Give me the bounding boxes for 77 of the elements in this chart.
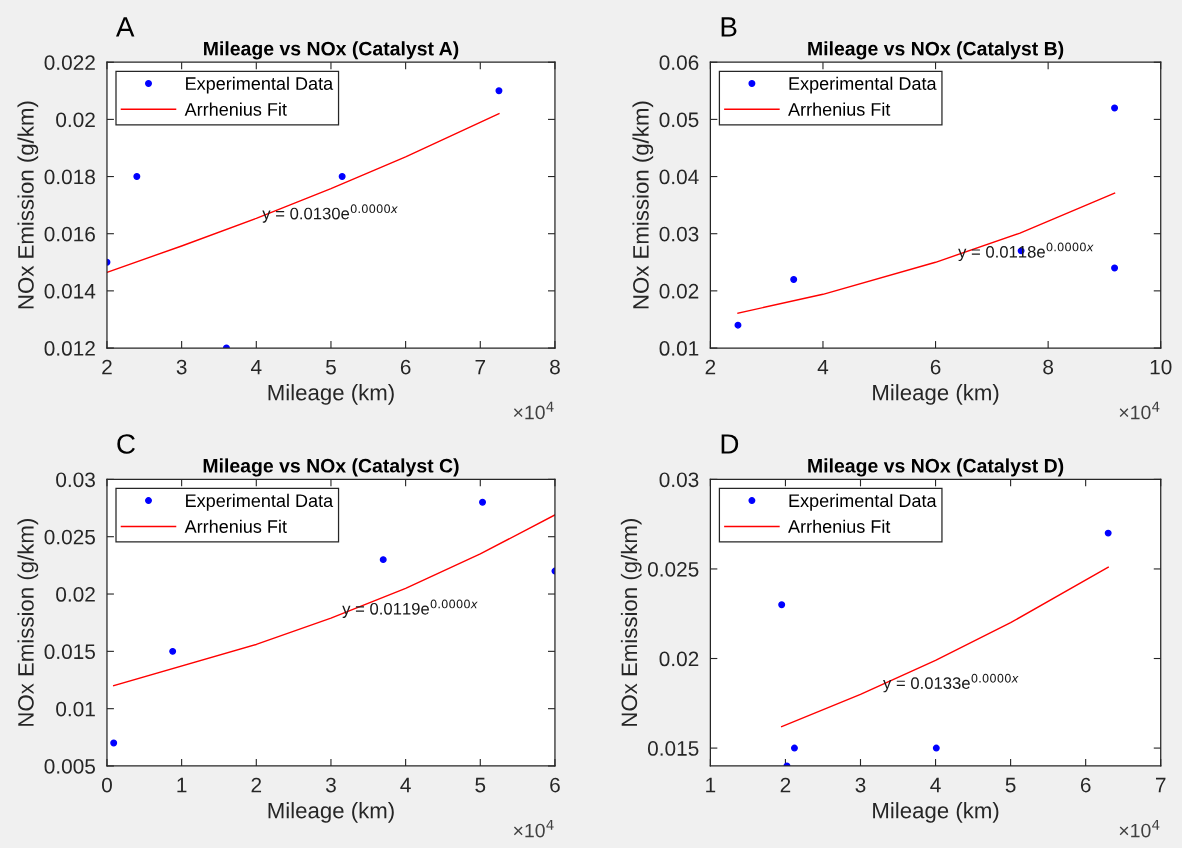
- y-axis-title: NOx Emission (g/km): [632, 101, 654, 309]
- y-tick-label: 0.025: [44, 529, 95, 545]
- y-tick-label: 0.04: [659, 169, 699, 185]
- x-tick-label: 3: [325, 777, 336, 793]
- y-tick-label: 0.02: [659, 651, 699, 667]
- y-tick-label: 0.012: [44, 341, 95, 356]
- x-tick-label: 6: [1080, 777, 1091, 793]
- x-tick-label: 3: [855, 777, 866, 793]
- y-tick-label: 0.02: [56, 587, 95, 602]
- x-tick-label: 4: [930, 777, 941, 793]
- legend-label: Arrhenius Fit: [184, 102, 287, 116]
- y-tick-label: 0.03: [659, 226, 699, 242]
- y-tick-label: 0.015: [647, 741, 699, 756]
- x-tick-label: 6: [400, 359, 411, 375]
- y-axis-title: NOx Emission (g/km): [17, 519, 39, 726]
- x-tick-label: 8: [550, 359, 560, 375]
- x-tick-label: 5: [1005, 777, 1016, 793]
- x-tick-label: 4: [250, 359, 262, 375]
- x-axis-title: Mileage (km): [873, 802, 999, 823]
- x-tick-label: 6: [930, 359, 941, 375]
- y-tick-label: 0.005: [44, 759, 95, 774]
- x-tick-label: 6: [550, 777, 560, 793]
- y-tick-label: 0.05: [659, 112, 699, 128]
- chart-title: Mileage vs NOx (Catalyst B): [808, 41, 1064, 60]
- y-tick-label: 0.025: [647, 561, 699, 577]
- x-tick-label: 5: [326, 359, 336, 375]
- x-tick-label: 7: [475, 359, 486, 375]
- y-tick-label: 0.016: [44, 226, 95, 242]
- y-tick-label: 0.015: [44, 644, 95, 660]
- x-axis-title: Mileage (km): [268, 384, 394, 405]
- legend-label: Arrhenius Fit: [184, 519, 287, 533]
- legend-label: Arrhenius Fit: [788, 102, 891, 116]
- chart-title: Mileage vs NOx (Catalyst A): [204, 41, 459, 60]
- x-axis-title: Mileage (km): [268, 802, 394, 823]
- y-axis-title: NOx Emission (g/km): [620, 519, 642, 726]
- y-axis-title: NOx Emission (g/km): [17, 101, 39, 309]
- text: ×10$^{4}$: [1119, 819, 1160, 838]
- x-tick-label: 2: [102, 359, 112, 375]
- legend-label: Experimental Data: [186, 76, 334, 94]
- x-tick-label: 2: [705, 359, 716, 375]
- x-tick-label: 3: [176, 359, 187, 375]
- text: ×10$^{4}$: [513, 819, 554, 838]
- y-tick-label: 0.01: [659, 341, 699, 356]
- x-tick-label: 1: [177, 777, 187, 793]
- legend-label: Experimental Data: [789, 76, 937, 94]
- text: A: [115, 17, 135, 37]
- x-tick-label: 5: [475, 777, 486, 793]
- text: B: [721, 17, 737, 37]
- x-tick-label: 2: [251, 777, 262, 793]
- annotation: y = 0.0133e$^{0.0000x}$: [883, 673, 1019, 693]
- text: C: [117, 434, 135, 454]
- x-tick-label: 0: [101, 777, 112, 793]
- chart-title: Mileage vs NOx (Catalyst D): [808, 458, 1064, 477]
- y-tick-label: 0.01: [56, 701, 95, 717]
- y-tick-label: 0.018: [44, 169, 95, 185]
- legend-label: Arrhenius Fit: [788, 519, 891, 533]
- legend-label: Experimental Data: [186, 493, 334, 511]
- x-tick-label: 1: [706, 777, 716, 793]
- x-axis-title: Mileage (km): [873, 384, 999, 405]
- x-tick-label: 4: [817, 359, 829, 375]
- y-tick-label: 0.02: [56, 112, 95, 128]
- y-tick-label: 0.02: [659, 283, 699, 299]
- y-tick-label: 0.014: [44, 283, 96, 299]
- x-tick-label: 10: [1150, 359, 1172, 375]
- x-tick-label: 8: [1043, 359, 1054, 375]
- x-tick-label: 7: [1156, 777, 1166, 793]
- y-tick-label: 0.03: [56, 472, 95, 488]
- y-tick-label: 0.022: [44, 55, 95, 70]
- y-tick-label: 0.06: [659, 55, 699, 70]
- x-tick-label: 2: [780, 777, 791, 793]
- legend-label: Experimental Data: [789, 493, 937, 511]
- text: ×10$^{4}$: [1119, 401, 1160, 420]
- chart-title: Mileage vs NOx (Catalyst C): [203, 458, 459, 477]
- y-tick-label: 0.03: [659, 472, 699, 488]
- x-tick-label: 4: [400, 777, 411, 793]
- text: ×10$^{4}$: [513, 401, 554, 420]
- text: D: [721, 434, 739, 454]
